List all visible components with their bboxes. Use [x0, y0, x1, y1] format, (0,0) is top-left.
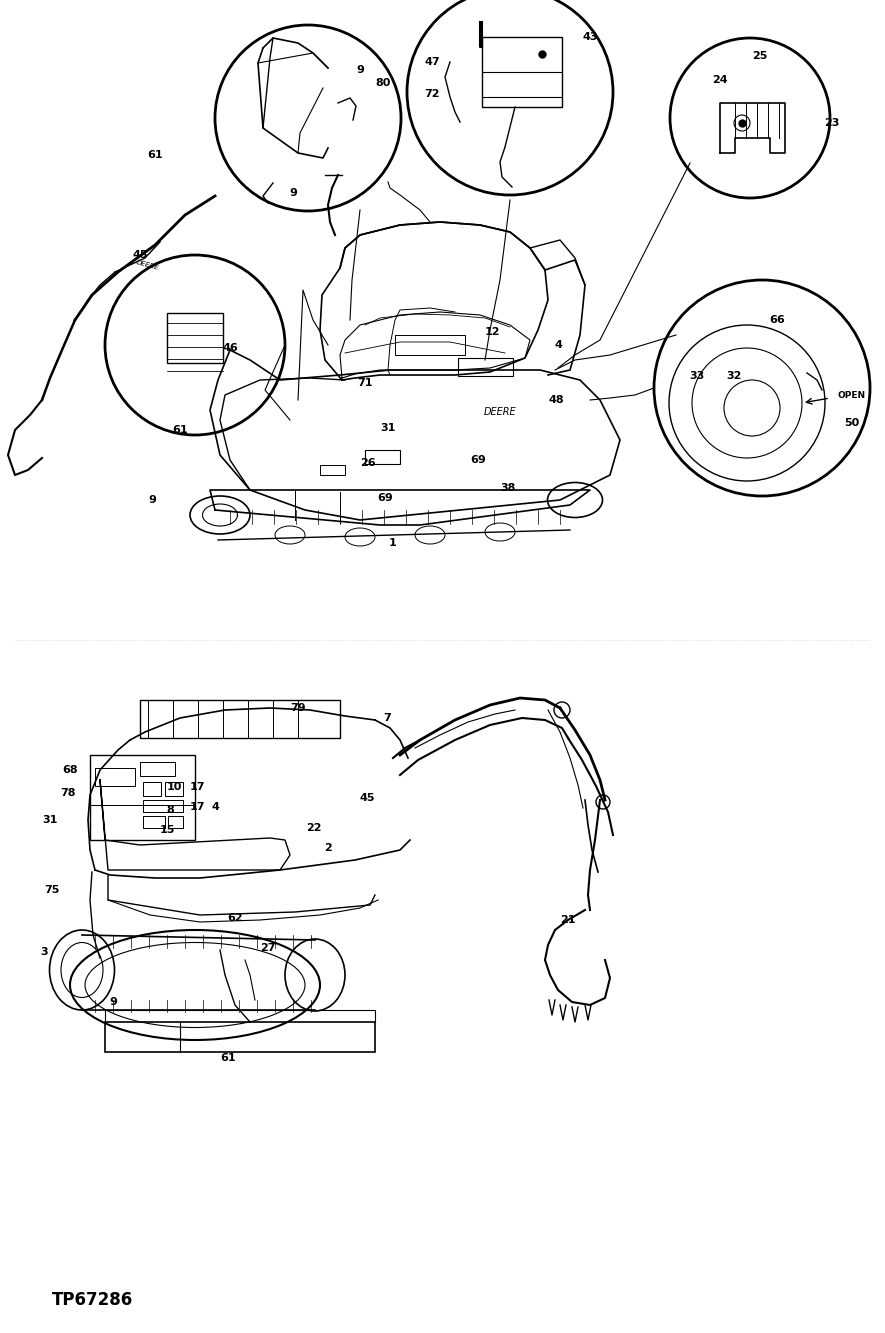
Text: 45: 45 [359, 793, 374, 802]
Text: 8: 8 [166, 805, 173, 814]
Text: 72: 72 [424, 89, 440, 99]
Text: 45: 45 [132, 251, 148, 260]
Text: 61: 61 [173, 425, 188, 435]
Text: 47: 47 [424, 57, 440, 67]
Text: 71: 71 [358, 379, 373, 388]
Text: 17: 17 [189, 782, 204, 792]
Text: 78: 78 [60, 788, 76, 798]
Text: 79: 79 [290, 702, 306, 713]
Text: 31: 31 [42, 814, 58, 825]
Text: 21: 21 [560, 914, 576, 925]
Text: 38: 38 [500, 483, 516, 493]
Text: 33: 33 [689, 371, 704, 381]
Text: 9: 9 [148, 495, 156, 505]
Text: 32: 32 [727, 371, 742, 381]
Text: OPEN: OPEN [838, 392, 866, 400]
Text: 61: 61 [220, 1053, 235, 1062]
Text: 25: 25 [752, 51, 767, 61]
Text: 46: 46 [222, 343, 238, 353]
Text: 69: 69 [470, 455, 486, 465]
Text: 9: 9 [289, 188, 297, 199]
Text: 10: 10 [166, 782, 181, 792]
Text: 26: 26 [360, 459, 376, 468]
Text: 2: 2 [324, 842, 332, 853]
Text: 75: 75 [44, 885, 59, 894]
Text: 48: 48 [548, 395, 564, 405]
Text: 50: 50 [844, 419, 859, 428]
Text: 4: 4 [554, 340, 562, 351]
Text: DEERE: DEERE [484, 407, 516, 417]
Text: 7: 7 [383, 713, 391, 722]
Text: 31: 31 [381, 423, 396, 433]
Text: TP67286: TP67286 [52, 1290, 134, 1309]
Text: 15: 15 [159, 825, 174, 834]
Text: 62: 62 [227, 913, 242, 922]
Text: 22: 22 [306, 822, 322, 833]
Text: 3: 3 [40, 946, 48, 957]
Text: 9: 9 [356, 65, 364, 75]
Text: 69: 69 [377, 493, 393, 503]
Text: 66: 66 [769, 315, 785, 325]
Text: 9: 9 [109, 997, 117, 1006]
Text: 68: 68 [62, 765, 78, 774]
Text: 12: 12 [484, 327, 500, 337]
Text: 80: 80 [375, 79, 390, 88]
Text: 27: 27 [260, 942, 276, 953]
Text: DEERE: DEERE [136, 259, 160, 271]
Text: 23: 23 [824, 119, 840, 128]
Text: 43: 43 [582, 32, 597, 43]
Text: 61: 61 [147, 151, 163, 160]
Text: 4: 4 [211, 802, 219, 812]
Text: 24: 24 [712, 75, 727, 85]
Text: 1: 1 [389, 539, 396, 548]
Text: 17: 17 [189, 802, 204, 812]
